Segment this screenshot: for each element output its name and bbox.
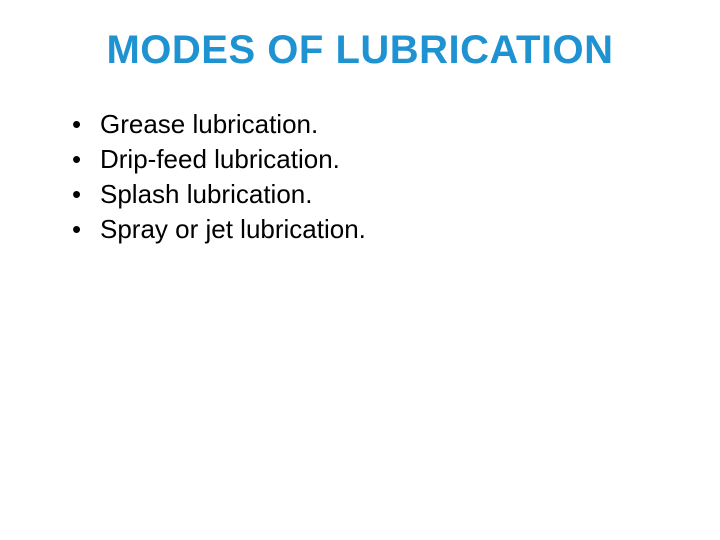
bullet-icon: • <box>72 142 100 177</box>
list-item-text: Spray or jet lubrication. <box>100 212 660 247</box>
list-item: • Drip-feed lubrication. <box>72 142 660 177</box>
list-item-text: Grease lubrication. <box>100 107 660 142</box>
list-item-text: Drip-feed lubrication. <box>100 142 660 177</box>
bullet-icon: • <box>72 212 100 247</box>
list-item-text: Splash lubrication. <box>100 177 660 212</box>
slide: MODES OF LUBRICATION • Grease lubricatio… <box>0 0 720 540</box>
list-item: • Splash lubrication. <box>72 177 660 212</box>
bullet-icon: • <box>72 177 100 212</box>
list-item: • Grease lubrication. <box>72 107 660 142</box>
list-item: • Spray or jet lubrication. <box>72 212 660 247</box>
bullet-icon: • <box>72 107 100 142</box>
slide-title: MODES OF LUBRICATION <box>60 28 660 73</box>
bullet-list: • Grease lubrication. • Drip-feed lubric… <box>60 107 660 247</box>
